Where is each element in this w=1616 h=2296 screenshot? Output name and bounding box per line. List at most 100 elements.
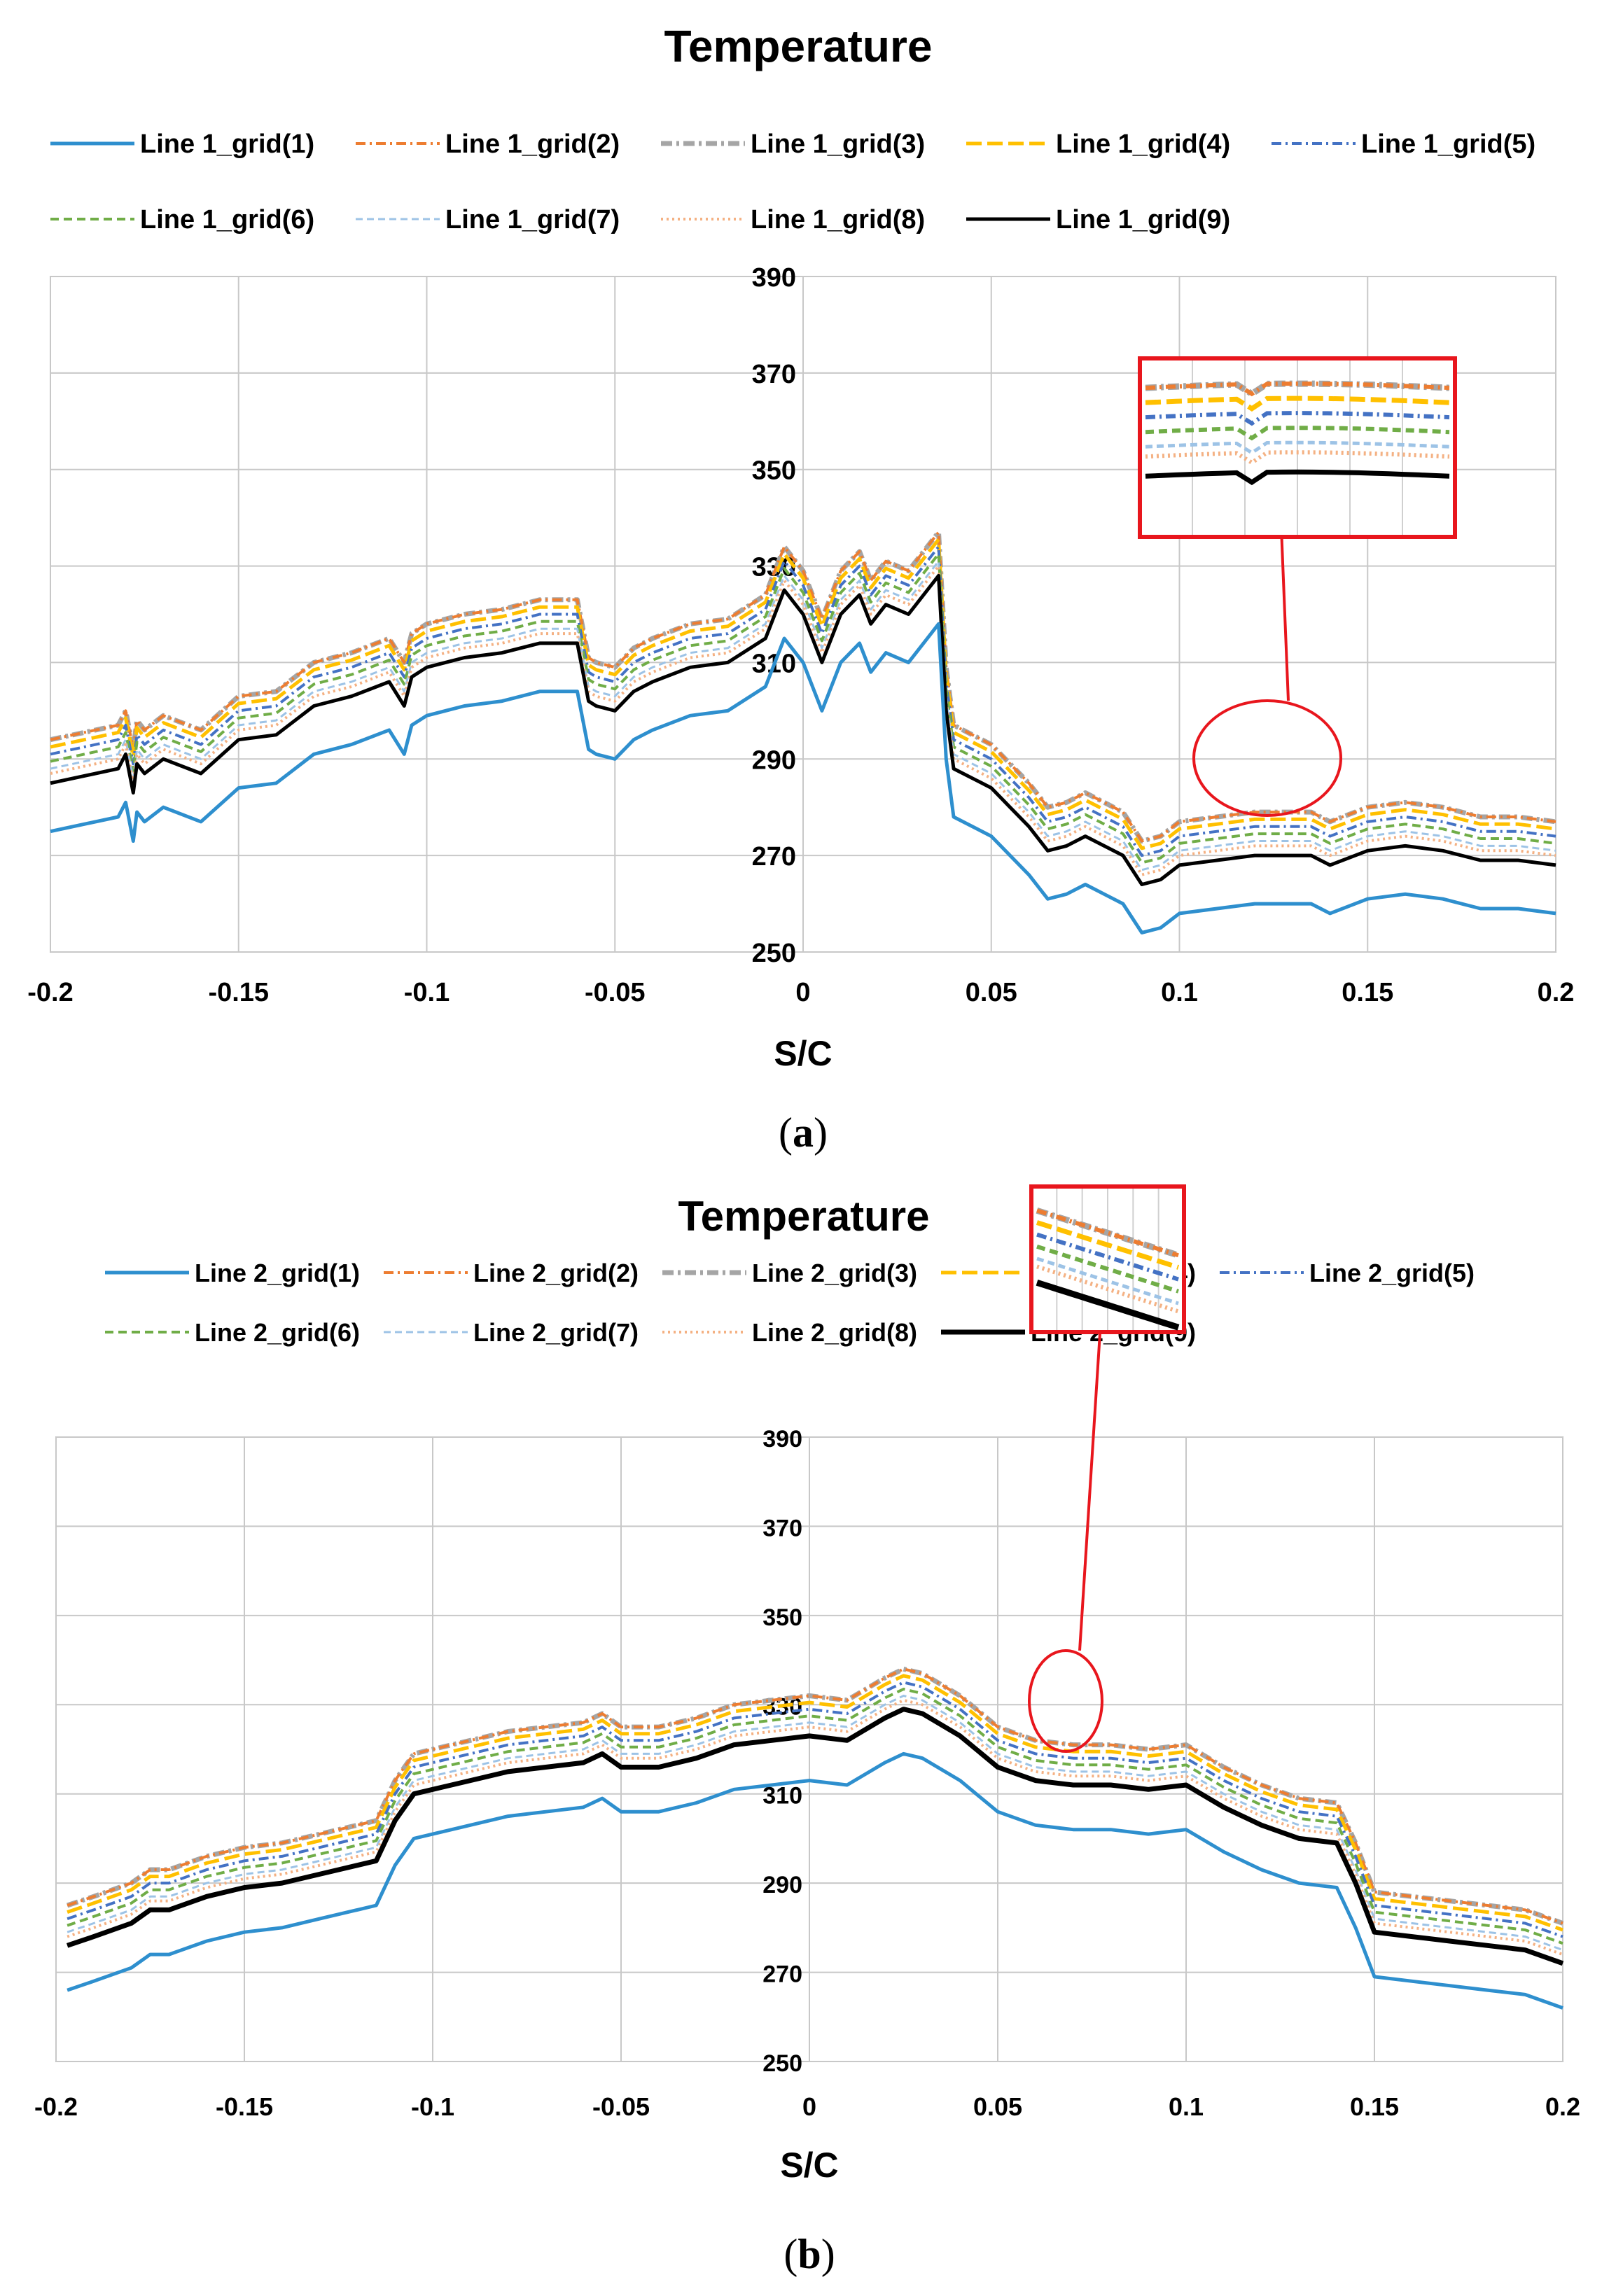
- panel-caption: (b): [783, 2231, 835, 2277]
- y-tick-label: 370: [752, 360, 796, 389]
- legend-label: Line 2_grid(8): [752, 1318, 917, 1347]
- series-line-5: [50, 545, 1556, 858]
- legend-label: Line 1_grid(9): [1056, 205, 1230, 234]
- legend-label: Line 1_grid(8): [751, 205, 925, 234]
- x-tick-label: 0.1: [1161, 978, 1198, 1007]
- zoom-series-line: [1036, 1208, 1179, 1258]
- x-tick-label: -0.2: [27, 978, 73, 1007]
- x-tick-label: -0.15: [216, 2092, 273, 2121]
- legend-label: Line 2_grid(2): [473, 1259, 639, 1287]
- legend-entry: Line 1_grid(3): [661, 130, 925, 159]
- x-tick-label: 0.15: [1350, 2092, 1399, 2121]
- series-line-6: [50, 552, 1556, 864]
- series-line-4: [50, 538, 1556, 850]
- y-tick-label: 390: [762, 1426, 802, 1452]
- legend-entry: Line 1_grid(6): [50, 205, 314, 234]
- legend-label: Line 2_grid(5): [1309, 1259, 1475, 1287]
- x-tick-label: 0.1: [1169, 2092, 1204, 2121]
- chart-panel-b: Temperature Line 2_grid(1) Line 2_grid(2) L…: [34, 1184, 1580, 2277]
- legend-entry: Line 2_grid(8): [662, 1318, 917, 1347]
- legend-entry: Line 2_grid(5): [1220, 1259, 1475, 1287]
- y-tick-label: 350: [762, 1604, 802, 1631]
- legend-entry: Line 2_grid(6): [105, 1318, 360, 1347]
- legend-entry: Line 2_grid(2): [384, 1259, 639, 1287]
- legend-label: Line 1_grid(6): [140, 205, 314, 234]
- series-line-2: [50, 531, 1556, 843]
- legend-label: Line 1_grid(5): [1361, 130, 1535, 159]
- x-tick-label: -0.1: [404, 978, 450, 1007]
- legend-label: Line 1_grid(7): [445, 205, 620, 234]
- zoom-series-line: [1036, 1256, 1179, 1306]
- y-tick-label: 270: [752, 842, 796, 872]
- x-tick-label: -0.2: [34, 2092, 78, 2121]
- legend-entry: Line 2_grid(7): [384, 1318, 639, 1347]
- legend-entry: Line 1_grid(9): [966, 205, 1230, 234]
- zoom-series-line: [1145, 382, 1450, 397]
- legend-label: Line 1_grid(1): [140, 130, 314, 159]
- series-line-1: [67, 1751, 1563, 2010]
- y-tick-label: 250: [752, 939, 796, 968]
- caption-paren-open: (: [779, 1110, 793, 1156]
- caption-letter: b: [797, 2231, 821, 2277]
- legend-entry: Line 1_grid(2): [356, 130, 620, 159]
- zoom-series-line: [1036, 1244, 1179, 1294]
- legend-label: Line 2_grid(6): [195, 1318, 360, 1347]
- zoom-series-line: [1145, 469, 1450, 486]
- y-tick-label: 250: [762, 2050, 802, 2077]
- x-tick-label: 0.2: [1545, 2092, 1580, 2121]
- x-axis-title: S/C: [780, 2146, 838, 2185]
- zoom-circle: [1192, 699, 1342, 817]
- x-tick-label: 0.15: [1342, 978, 1393, 1007]
- legend-entry: Line 1_grid(4): [966, 130, 1230, 159]
- zoom-series-line: [1036, 1264, 1179, 1314]
- x-tick-label: -0.05: [592, 2092, 650, 2121]
- legend-entry: Line 2_grid(1): [105, 1259, 360, 1287]
- x-tick-label: -0.1: [411, 2092, 454, 2121]
- series-line-9: [50, 573, 1556, 886]
- zoom-series-line: [1145, 440, 1450, 455]
- x-tick-label: -0.15: [208, 978, 269, 1007]
- zoom-series-line: [1036, 1220, 1180, 1270]
- legend-label: Line 2_grid(7): [473, 1318, 639, 1347]
- zoom-series-line: [1145, 426, 1450, 441]
- zoom-connector: [1078, 1331, 1102, 1651]
- chart-title: Temperature: [678, 1193, 929, 1240]
- caption-paren-close: ): [821, 2231, 835, 2277]
- x-axis-title: S/C: [774, 1034, 832, 1073]
- series-line-4: [67, 1674, 1563, 1932]
- caption-paren-open: (: [783, 2231, 797, 2277]
- series-line-3: [66, 1666, 1564, 1926]
- x-tick-label: 0.2: [1538, 978, 1575, 1007]
- zoom-series-line: [1036, 1280, 1180, 1331]
- legend-label: Line 1_grid(3): [751, 130, 925, 159]
- y-tick-label: 390: [752, 263, 796, 293]
- y-tick-label: 290: [752, 746, 796, 775]
- legend-entry: Line 1_grid(1): [50, 130, 314, 159]
- y-tick-label: 270: [762, 1961, 802, 1988]
- zoom-series-line: [1145, 450, 1450, 465]
- x-tick-label: 0.05: [966, 978, 1017, 1007]
- legend-entry: Line 1_grid(5): [1272, 130, 1535, 159]
- chart-panel-a: Temperature Line 1_grid(1) Line 1_grid(2) L…: [27, 21, 1574, 1156]
- legend-label: Line 1_grid(2): [445, 130, 620, 159]
- series-line-9: [66, 1707, 1564, 1966]
- y-tick-label: 350: [752, 456, 796, 486]
- series-line-5: [67, 1681, 1563, 1938]
- caption-paren-close: ): [814, 1110, 828, 1156]
- x-tick-label: -0.05: [585, 978, 646, 1007]
- zoom-series-line: [1145, 396, 1450, 412]
- zoom-series-line: [1145, 411, 1450, 426]
- zoom-circle: [1028, 1649, 1103, 1753]
- y-tick-label: 370: [762, 1515, 802, 1541]
- caption-letter: a: [793, 1110, 814, 1156]
- series-line-7: [50, 560, 1556, 872]
- series-line-8: [67, 1698, 1563, 1956]
- x-tick-label: 0.05: [973, 2092, 1022, 2121]
- series-line-7: [67, 1695, 1563, 1952]
- legend-entry: Line 1_grid(7): [356, 205, 620, 234]
- legend-label: Line 2_grid(3): [752, 1259, 917, 1287]
- legend-entry: Line 2_grid(3): [662, 1259, 917, 1287]
- series-line-2: [67, 1667, 1563, 1925]
- zoom-series-line: [1036, 1232, 1179, 1282]
